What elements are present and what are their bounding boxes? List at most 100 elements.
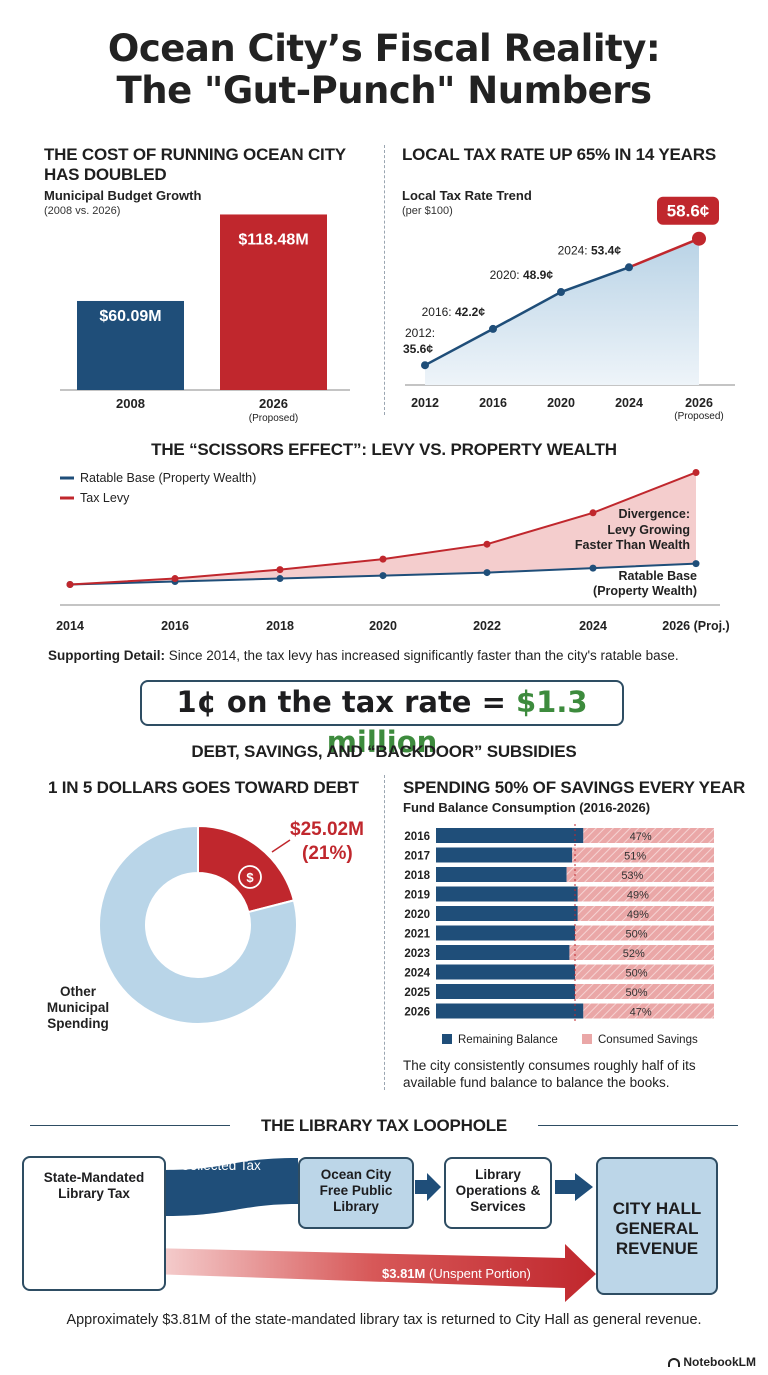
budget-tick-label: 2008	[116, 396, 145, 411]
scissors-annotation: Faster Than Wealth	[575, 538, 690, 552]
savings-consumed-label: 50%	[625, 987, 647, 999]
savings-bar-remaining	[436, 984, 575, 999]
savings-row-label: 2020	[404, 909, 430, 921]
donut-slice-other	[98, 824, 298, 1025]
savings-consumed-label: 50%	[625, 968, 647, 980]
page-title: Ocean City’s Fiscal Reality:	[107, 27, 661, 70]
scissors-point-levy	[276, 566, 284, 574]
scissors-point-levy	[483, 540, 491, 548]
savings-bar-consumed	[577, 906, 714, 921]
savings-row-label: 2024	[404, 968, 430, 980]
savings-consumed-label: 51%	[624, 851, 646, 863]
savings-consumed-label: 49%	[627, 890, 649, 902]
budget-subtitle: Municipal Budget Growth	[44, 188, 202, 203]
taxrate-line-proposed	[628, 237, 700, 269]
taxrate-tick-label: 2026	[685, 396, 713, 410]
brand-name: NotebookLM	[683, 1355, 756, 1369]
arrow-to-city-hall	[555, 1173, 593, 1201]
savings-row-label: 2023	[404, 948, 430, 960]
page-subtitle: The "Gut-Punch" Numbers	[116, 69, 652, 112]
taxrate-tick-note: (Proposed)	[674, 411, 723, 422]
taxrate-point-label: 35.6¢	[403, 342, 433, 356]
scissors-point-levy	[66, 581, 74, 589]
taxrate-tick-label: 2020	[547, 396, 575, 410]
savings-row-label: 2016	[404, 831, 430, 843]
scissors-supporting-detail: Supporting Detail: Since 2014, the tax l…	[48, 648, 679, 663]
ocfpl-label: Ocean City Free Public Library	[319, 1167, 393, 1214]
city-hall-label: CITY HALL GENERAL REVENUE	[612, 1199, 702, 1258]
savings-consumed-label: 49%	[627, 909, 649, 921]
savings-row-label: 2019	[404, 890, 430, 902]
supporting-label: Supporting Detail:	[48, 648, 165, 663]
taxrate-subtitle-note: (per $100)	[402, 205, 453, 217]
savings-row-label: 2021	[404, 929, 430, 941]
budget-bar-2008	[77, 300, 184, 390]
savings-bar-remaining	[436, 1003, 584, 1019]
library-footnote: Approximately $3.81M of the state-mandat…	[66, 1312, 702, 1328]
scissors-divergence-area	[70, 472, 696, 585]
scissors-tick-label: 2016	[161, 619, 189, 633]
scissors-point-base	[589, 564, 597, 572]
taxrate-tick-label: 2012	[411, 396, 439, 410]
scissors-point-levy	[379, 555, 387, 563]
donut-debt-pct: (21%)	[302, 843, 353, 864]
savings-row-label: 2025	[404, 987, 430, 999]
budget-tick-note: (Proposed)	[249, 413, 298, 424]
donut-debt-amount: $25.02M	[290, 819, 364, 840]
brand-logo: NotebookLM	[668, 1355, 756, 1369]
budget-heading: THE COST OF RUNNING OCEAN CITY HAS DOUBL…	[44, 145, 346, 184]
savings-bar-consumed	[575, 964, 714, 980]
savings-row-label: 2018	[404, 870, 430, 882]
savings-legend-remaining: Remaining Balance	[458, 1034, 558, 1046]
savings-consumed-label: 53%	[621, 870, 643, 882]
scissors-tick-label: 2018	[266, 619, 294, 633]
savings-bar-remaining	[436, 925, 575, 941]
savings-stacked-bar-chart: 2016 47% 2017 51% 2018 53% 2019 49% 2020 49% 2021 5…	[404, 824, 714, 1046]
library-rule-left	[30, 1125, 230, 1126]
donut-other-label: Spending	[47, 1016, 109, 1031]
scissors-point-levy	[589, 509, 597, 517]
savings-heading: SPENDING 50% OF SAVINGS EVERY YEAR	[403, 778, 746, 797]
collected-tax-band	[165, 1158, 298, 1216]
scissors-legend-label: Tax Levy	[80, 491, 130, 505]
scissors-legend-label: Ratable Base (Property Wealth)	[80, 471, 256, 485]
savings-bar-remaining	[436, 945, 570, 960]
taxrate-line-chart: 2012 2016 2020 2024 2026(Proposed) 2012: 35.6¢…	[403, 196, 735, 422]
savings-row-label: 2017	[404, 851, 430, 863]
taxrate-point	[625, 263, 633, 272]
taxrate-point	[421, 361, 429, 370]
savings-bar-remaining	[436, 828, 584, 843]
city-hall-box: CITY HALL GENERAL REVENUE	[596, 1157, 718, 1295]
scissors-annotation: (Property Wealth)	[593, 584, 697, 598]
savings-bar-consumed	[575, 925, 714, 941]
savings-legend-consumed: Consumed Savings	[598, 1034, 698, 1046]
scissors-tick-label: 2024	[579, 619, 607, 633]
savings-consumed-label: 50%	[625, 929, 647, 941]
taxrate-highlight-label: 58.6¢	[667, 202, 710, 221]
donut-other-label: Other	[60, 984, 97, 999]
taxrate-tick-label: 2016	[479, 396, 507, 410]
taxrate-point-label: 2024: 53.4¢	[558, 243, 622, 257]
budget-tick-label: 2026	[259, 396, 288, 411]
savings-row-label: 2026	[404, 1007, 430, 1019]
savings-consumed-label: 47%	[630, 1007, 652, 1019]
savings-consumed-label: 52%	[623, 948, 645, 960]
section-divider-2	[384, 775, 385, 1090]
scissors-line-chart: 2014 2016 2018 2020 2022 2024 2026 (Proj.) Rata…	[56, 468, 730, 633]
scissors-annotation: Ratable Base	[618, 569, 697, 583]
savings-bar-consumed	[583, 828, 714, 843]
donut-debt-leader	[271, 839, 291, 853]
state-tax-box: State-Mandated Library Tax	[22, 1156, 166, 1291]
money-bag-icon	[238, 865, 262, 889]
savings-subtitle: Fund Balance Consumption (2016-2026)	[403, 800, 651, 815]
supporting-text: Since 2014, the tax levy has increased s…	[165, 648, 679, 663]
scissors-tick-label: 2020	[369, 619, 397, 633]
taxrate-point-label: 2020: 48.9¢	[490, 268, 554, 282]
scissors-point-base	[692, 560, 700, 568]
savings-bar-consumed	[575, 984, 714, 999]
callout-left: 1¢ on the tax rate =	[176, 685, 516, 719]
section-divider	[384, 145, 385, 415]
scissors-tick-label: 2014	[56, 619, 84, 633]
savings-bar-consumed	[577, 886, 714, 902]
